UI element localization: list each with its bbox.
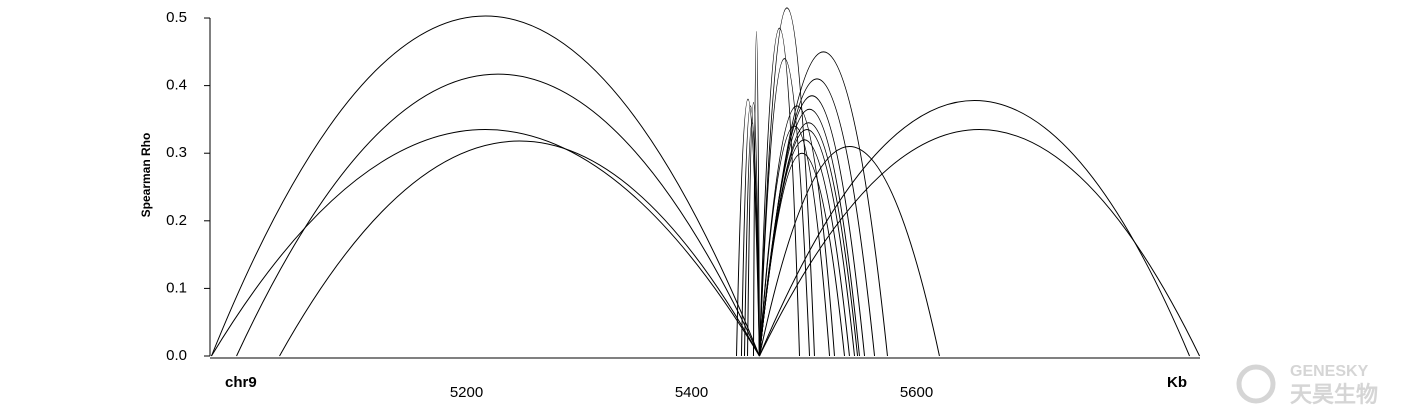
y-tick-label: 0.3 <box>166 144 187 161</box>
arc <box>758 27 800 357</box>
arc <box>758 99 1191 357</box>
arc <box>758 51 888 357</box>
arc <box>759 129 1200 357</box>
y-tick-label: 0.5 <box>166 9 187 26</box>
y-tick-label: 0.1 <box>166 279 187 296</box>
watermark-logo <box>1236 364 1276 404</box>
arc <box>743 122 760 357</box>
arc <box>752 31 760 357</box>
arc <box>279 140 760 357</box>
arc <box>211 129 760 357</box>
y-axis-label: Spearman Rho <box>139 133 153 218</box>
watermark: GENESKY 天昊生物 <box>1236 363 1378 407</box>
arc <box>747 102 760 357</box>
arc <box>758 122 859 357</box>
x-tick-label: 5400 <box>675 384 708 401</box>
y-tick-label: 0.2 <box>166 212 187 229</box>
x-tick-label: 5200 <box>450 384 483 401</box>
arc <box>236 73 760 357</box>
arc <box>758 105 835 357</box>
watermark-name: 天昊生物 <box>1290 382 1378 407</box>
arc <box>736 98 760 357</box>
arc <box>758 58 811 357</box>
arc <box>758 7 815 357</box>
chromosome-label: chr9 <box>225 374 257 391</box>
arc <box>210 15 760 357</box>
y-tick-label: 0.0 <box>166 347 187 364</box>
y-tick-label: 0.4 <box>166 77 187 94</box>
x-tick-label: 5600 <box>900 384 933 401</box>
arc <box>758 145 940 357</box>
unit-label: Kb <box>1167 374 1187 391</box>
watermark-brand: GENESKY <box>1290 363 1369 380</box>
